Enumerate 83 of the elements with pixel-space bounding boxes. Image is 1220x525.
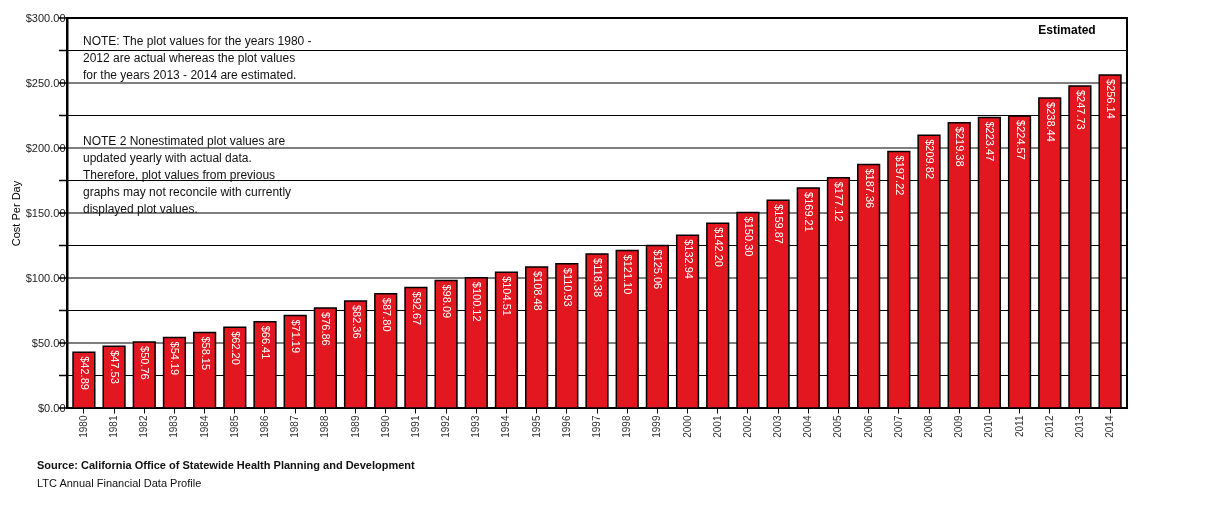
data-label: $197.22: [893, 155, 906, 196]
x-tick-label: 1988: [319, 415, 331, 438]
data-label: $62.20: [229, 331, 242, 365]
x-tick-label: 1983: [168, 415, 180, 438]
data-label: $108.48: [531, 270, 544, 311]
x-tick-label: 1999: [651, 415, 663, 438]
x-tick-label: 2007: [892, 415, 904, 438]
x-tick-label: 1990: [379, 415, 391, 438]
data-label: $104.51: [501, 276, 514, 316]
data-label: $177.12: [833, 181, 846, 222]
y-tick-label: $50.00: [31, 336, 66, 349]
data-label: $54.19: [169, 341, 182, 376]
data-label: $50.76: [139, 346, 152, 380]
data-label: $47.53: [109, 350, 122, 384]
annotation: NOTE: The plot values for the years 1980 - 2012 are actual whereas the plot values for the years 2013 - 2014 are estimated.: [83, 34, 312, 82]
y-tick-label: $250.00: [25, 76, 66, 89]
x-tick-label: 2011: [1013, 415, 1025, 438]
x-tick-label: 1986: [259, 415, 270, 438]
x-tick-label: 2014: [1104, 415, 1116, 438]
data-label: $169.21: [803, 192, 816, 232]
x-tick-label: 1987: [289, 415, 301, 438]
data-label: $121.10: [622, 254, 635, 295]
y-tick-label: $150.00: [25, 206, 66, 219]
y-tick-label: $100.00: [25, 271, 66, 284]
y-tick-label: $200.00: [25, 141, 66, 154]
x-tick-label: 2002: [741, 415, 753, 438]
x-tick-label: 1980: [77, 415, 89, 438]
data-label: $82.36: [350, 304, 363, 339]
data-label: $110.93: [561, 267, 574, 307]
x-tick-label: 2006: [862, 415, 874, 438]
source-note: Source: California Office of Statewide Health Planning and Development: [37, 459, 416, 471]
x-tick-label: 2012: [1043, 415, 1055, 438]
x-tick-label: 1998: [621, 415, 633, 438]
data-label: $256.14: [1105, 79, 1118, 119]
data-label: $223.47: [984, 121, 997, 162]
x-tick-label: 1985: [228, 415, 240, 438]
x-tick-label: 1997: [591, 415, 602, 438]
data-label: $71.19: [290, 319, 303, 354]
y-tick-label: $0.00: [37, 401, 66, 414]
x-tick-label: 2008: [923, 415, 934, 438]
x-tick-label: 1995: [530, 415, 542, 438]
x-tick-label: 2013: [1073, 415, 1085, 438]
x-tick-label: 2003: [772, 415, 784, 438]
x-tick-label: 1989: [349, 415, 361, 438]
data-label: $238.44: [1044, 102, 1057, 142]
x-tick-label: 1984: [198, 415, 210, 438]
data-label: $247.73: [1074, 89, 1087, 130]
data-label: $150.30: [742, 216, 755, 257]
data-label: $98.09: [441, 284, 454, 319]
x-tick-label: 1982: [138, 415, 150, 438]
x-tick-label: 1992: [440, 415, 452, 438]
data-label: $132.94: [682, 239, 695, 279]
data-label: $118.38: [592, 258, 604, 298]
x-tick-label: 1994: [500, 415, 512, 438]
data-label: $42.89: [78, 356, 91, 390]
x-tick-label: 2000: [681, 415, 693, 438]
data-label: $66.41: [260, 325, 272, 360]
data-label: $76.86: [320, 312, 333, 346]
y-tick-label: $300.00: [25, 11, 66, 24]
x-tick-label: 1981: [108, 415, 120, 438]
data-label: $209.82: [924, 139, 936, 179]
x-tick-label: 1991: [409, 415, 421, 438]
annotation: NOTE 2 Nonestimated plot values are updated yearly with actual data. Therefore, plot values from previous graphs may not reconcile with currently displayed plot values.: [83, 134, 292, 216]
annotation: Estimated: [1038, 23, 1096, 37]
data-label: $219.38: [954, 126, 967, 167]
data-label: $87.80: [380, 297, 393, 332]
data-label: $92.67: [410, 291, 423, 326]
data-label: $159.87: [773, 204, 786, 244]
data-label: $58.15: [199, 336, 212, 371]
x-tick-label: 2001: [711, 415, 723, 438]
data-label: $187.36: [863, 168, 876, 209]
data-label: $224.57: [1014, 120, 1027, 160]
x-tick-label: 2009: [953, 415, 965, 438]
x-tick-label: 2010: [983, 415, 995, 438]
x-tick-label: 1993: [470, 415, 482, 438]
data-label: $125.06: [652, 249, 665, 290]
text: LTC Annual Financial Data Profile: [37, 477, 202, 489]
x-tick-label: 1996: [560, 415, 572, 438]
x-tick-label: 2005: [832, 415, 844, 438]
data-label: $142.20: [712, 227, 725, 267]
data-label: $100.12: [471, 281, 484, 322]
x-tick-label: 2004: [802, 415, 814, 438]
y-axis-title: Cost Per Day: [9, 180, 22, 247]
